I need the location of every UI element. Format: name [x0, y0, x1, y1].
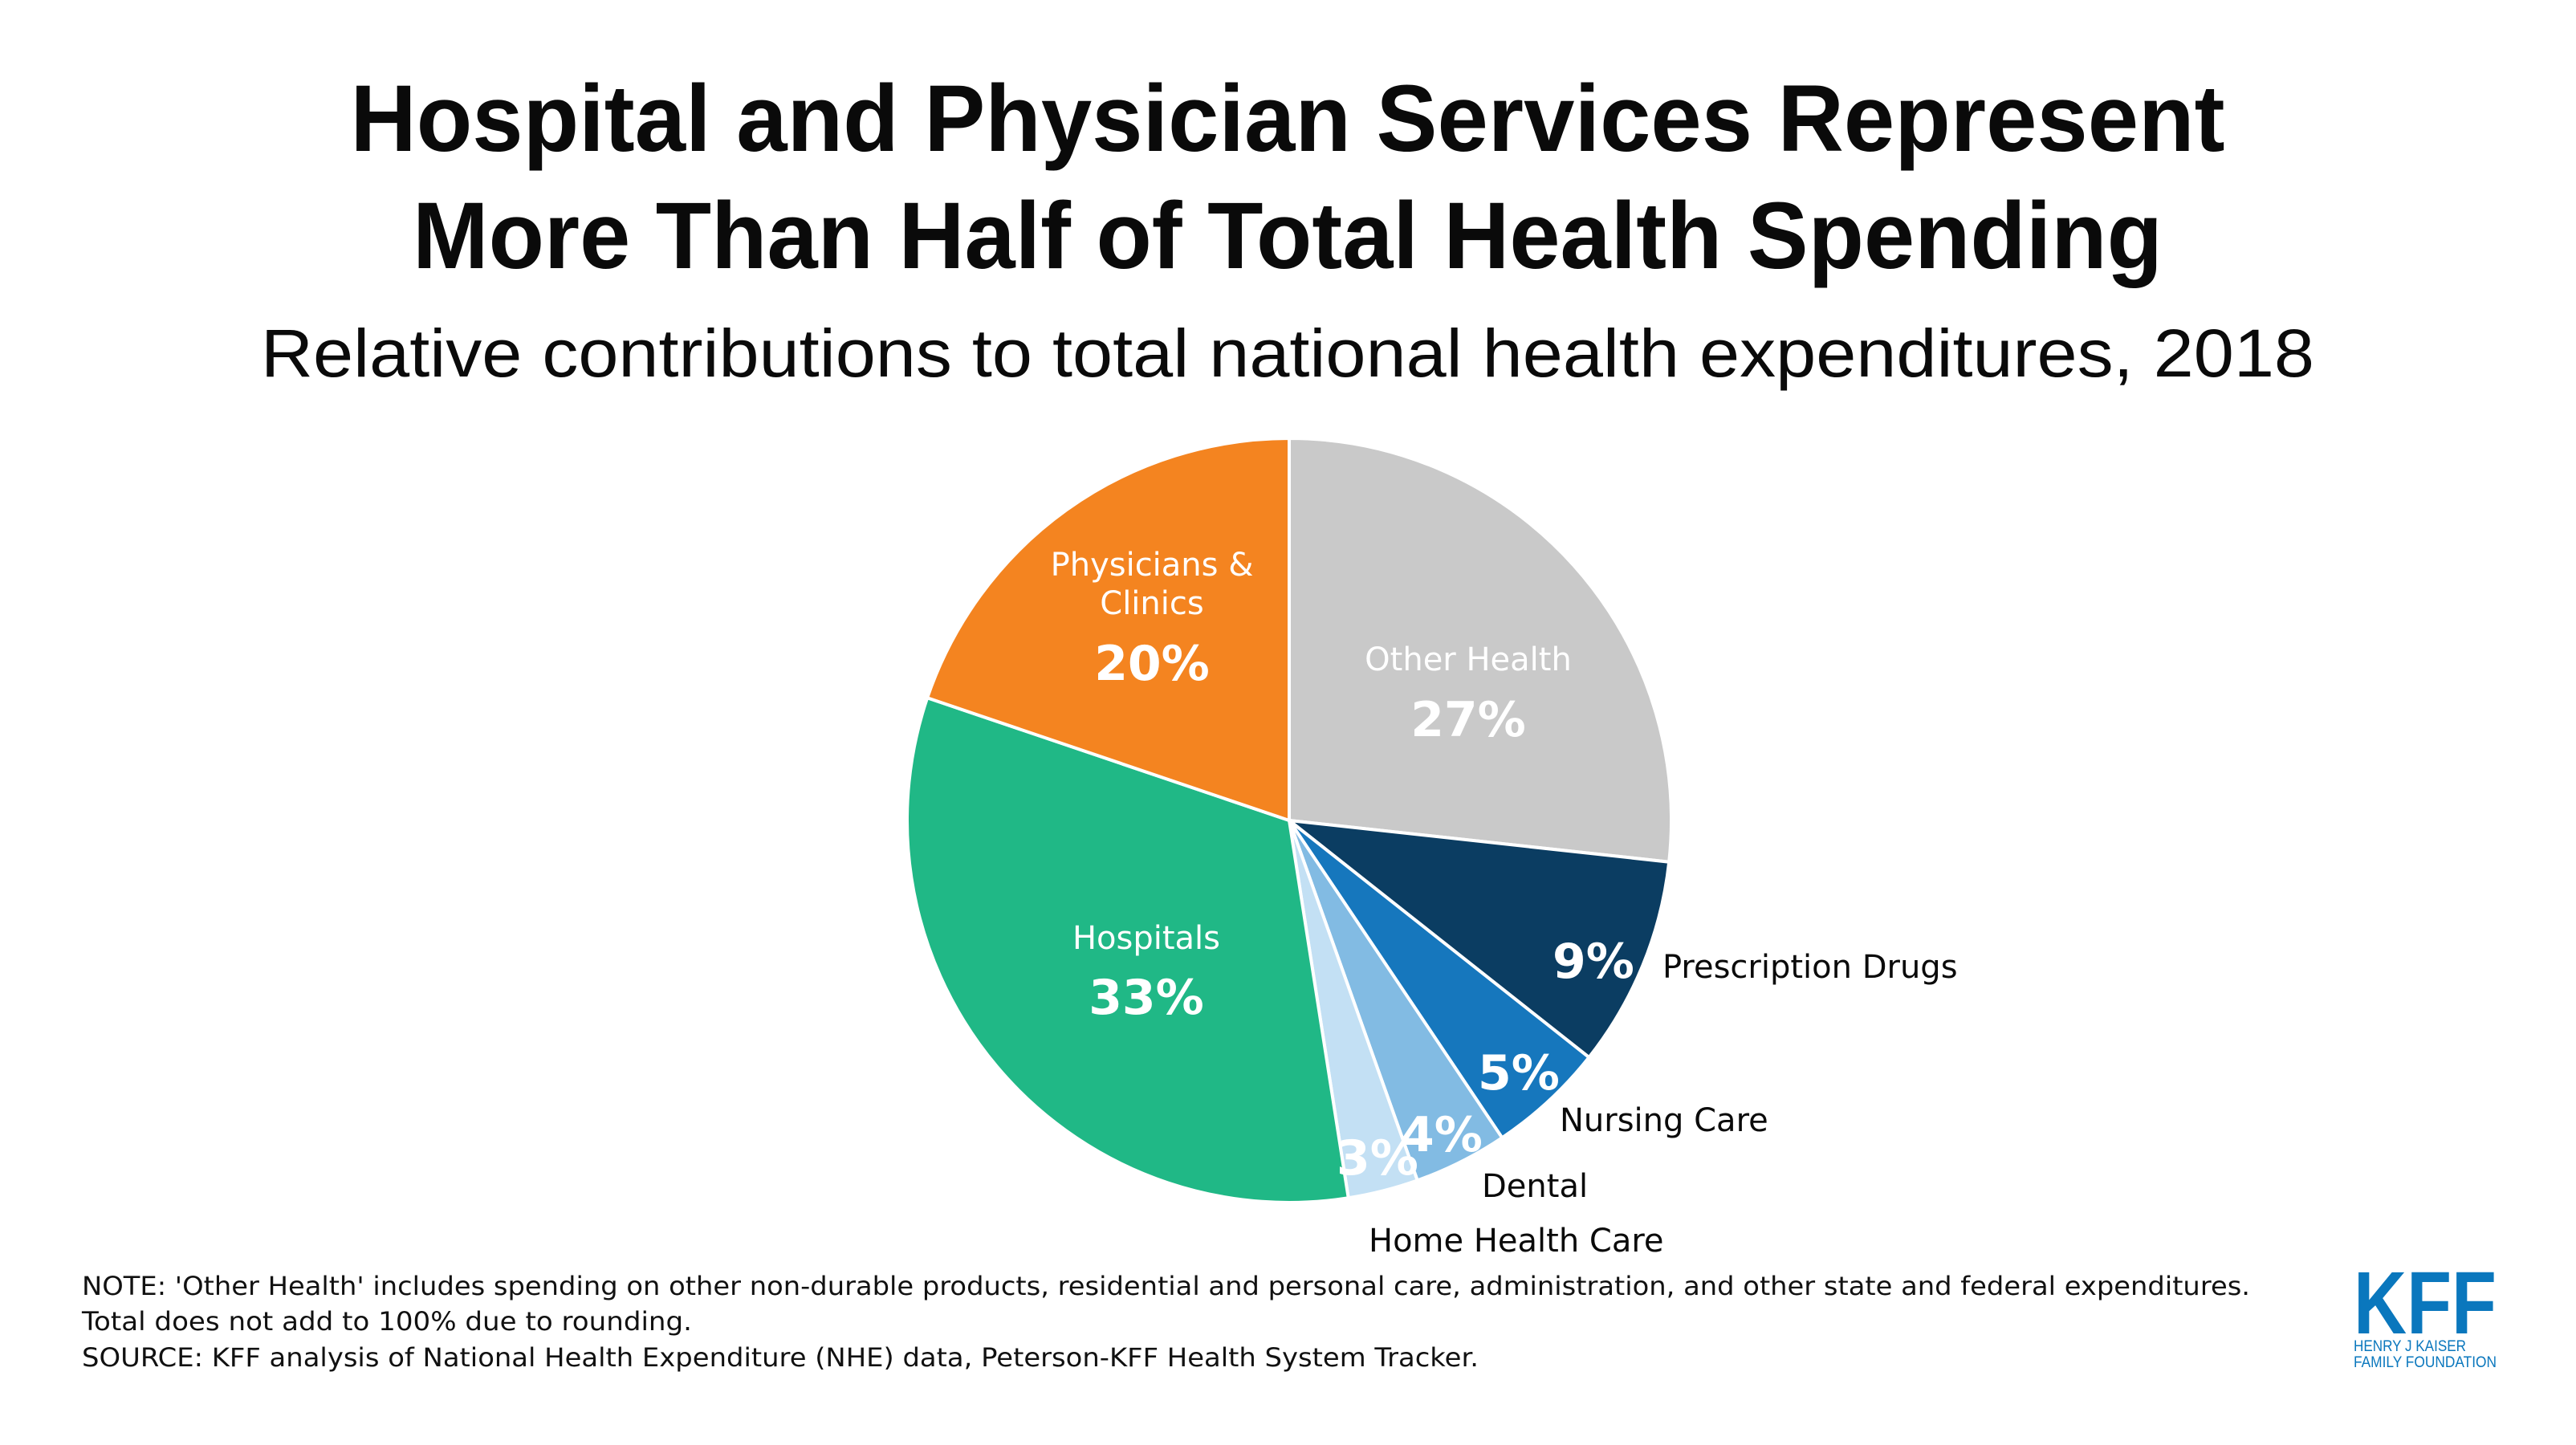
pie-slice-prescription-drugs	[1288, 819, 1671, 1060]
slice-label-home-health-care: Home Health Care	[1369, 1223, 1664, 1260]
chart-title-line-1: Hospital and Physician Services Represen…	[351, 66, 2225, 172]
kff-logo-line-2: FAMILY FOUNDATION	[2354, 1354, 2497, 1371]
slice-label-physicians-line-2: Clinics	[1100, 585, 1203, 622]
chart-subtitle: Relative contributions to total national…	[261, 315, 2314, 391]
kff-logo-line-1: HENRY J KAISER	[2354, 1338, 2466, 1355]
footer-note: NOTE: 'Other Health' includes spending o…	[82, 1271, 2250, 1301]
slice-value-home-health-care: 3%	[1337, 1130, 1418, 1187]
pie-slice-hospitals	[905, 696, 1350, 1204]
slice-value-prescription-drugs: 9%	[1553, 934, 1634, 990]
kff-logo-mark: KFF	[2354, 1254, 2497, 1353]
slice-value-other-health: 27%	[1410, 692, 1526, 748]
slice-label-dental: Dental	[1482, 1168, 1588, 1205]
pie-slice-other-health	[1288, 437, 1673, 864]
slice-value-hospitals: 33%	[1089, 970, 1204, 1026]
slice-label-prescription-drugs: Prescription Drugs	[1662, 949, 1958, 986]
kff-logo: KFF HENRY J KAISER FAMILY FOUNDATION	[2354, 1254, 2497, 1371]
slice-value-nursing-care: 5%	[1478, 1045, 1560, 1101]
slice-label-physicians-line-1: Physicians &	[1051, 547, 1254, 584]
pie-chart	[905, 437, 1673, 1204]
slice-label-hospitals: Hospitals	[1072, 920, 1220, 957]
pie-slice-nursing-care	[1288, 819, 1591, 1140]
pie-slice-physicians-clinics	[926, 437, 1291, 822]
footer-rounding-note: Total does not add to 100% due to roundi…	[81, 1306, 692, 1337]
chart-title-line-2: More Than Half of Total Health Spending	[413, 183, 2163, 289]
slice-label-other-health: Other Health	[1365, 641, 1572, 678]
slice-value-dental: 4%	[1401, 1107, 1483, 1163]
slice-value-physicians: 20%	[1094, 636, 1210, 692]
slice-label-nursing-care: Nursing Care	[1560, 1102, 1768, 1139]
footer-source: SOURCE: KFF analysis of National Health …	[82, 1342, 1479, 1373]
